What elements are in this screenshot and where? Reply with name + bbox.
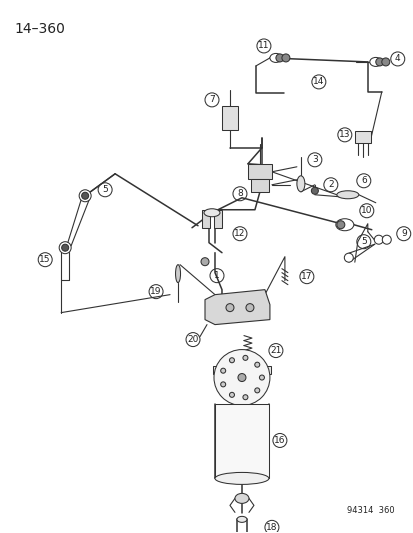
Circle shape xyxy=(59,241,71,254)
Circle shape xyxy=(229,392,234,397)
Text: 9: 9 xyxy=(400,229,406,238)
Text: 2: 2 xyxy=(327,180,333,189)
Ellipse shape xyxy=(335,219,353,231)
Circle shape xyxy=(79,190,91,202)
Circle shape xyxy=(225,304,233,312)
Circle shape xyxy=(259,375,264,380)
Circle shape xyxy=(254,388,259,393)
Bar xyxy=(212,366,270,374)
Ellipse shape xyxy=(175,265,180,282)
Circle shape xyxy=(81,192,88,199)
Text: 19: 19 xyxy=(150,287,161,296)
Text: 94314  360: 94314 360 xyxy=(347,506,394,515)
Text: 16: 16 xyxy=(273,436,285,445)
Circle shape xyxy=(281,54,289,62)
Circle shape xyxy=(220,368,225,373)
Text: 12: 12 xyxy=(234,229,245,238)
Circle shape xyxy=(214,350,269,406)
Circle shape xyxy=(242,356,247,360)
Text: 21: 21 xyxy=(270,346,281,355)
Bar xyxy=(354,131,370,143)
Circle shape xyxy=(229,358,234,363)
Text: 20: 20 xyxy=(187,335,198,344)
Circle shape xyxy=(254,362,259,367)
Ellipse shape xyxy=(336,191,358,199)
Bar xyxy=(247,164,271,179)
Text: 18: 18 xyxy=(266,523,277,532)
Circle shape xyxy=(311,187,318,194)
Ellipse shape xyxy=(214,472,268,484)
Circle shape xyxy=(245,304,253,312)
Bar xyxy=(221,106,237,130)
Polygon shape xyxy=(204,289,269,325)
Circle shape xyxy=(275,54,283,62)
Circle shape xyxy=(373,235,382,244)
Text: 14: 14 xyxy=(312,77,324,86)
Text: 10: 10 xyxy=(360,206,372,215)
Text: 6: 6 xyxy=(360,176,366,185)
Bar xyxy=(214,210,221,228)
Bar xyxy=(214,403,268,479)
Text: 7: 7 xyxy=(209,95,214,104)
Text: 11: 11 xyxy=(258,42,269,51)
Ellipse shape xyxy=(204,209,219,217)
Circle shape xyxy=(381,58,389,66)
Circle shape xyxy=(344,253,352,262)
Text: 5: 5 xyxy=(360,237,366,246)
Text: 4: 4 xyxy=(394,54,400,63)
Ellipse shape xyxy=(296,176,304,192)
Circle shape xyxy=(62,244,69,251)
Bar xyxy=(202,210,209,228)
Circle shape xyxy=(242,395,247,400)
Text: 1: 1 xyxy=(214,271,219,280)
Bar xyxy=(250,179,268,192)
Text: 3: 3 xyxy=(311,155,317,164)
Ellipse shape xyxy=(235,494,248,503)
Text: 14–360: 14–360 xyxy=(14,22,65,36)
Circle shape xyxy=(201,257,209,265)
Circle shape xyxy=(336,221,344,229)
Text: 8: 8 xyxy=(237,189,242,198)
Ellipse shape xyxy=(369,58,381,67)
Ellipse shape xyxy=(269,53,281,62)
Text: 13: 13 xyxy=(338,131,350,139)
Circle shape xyxy=(220,382,225,387)
Text: 17: 17 xyxy=(300,272,312,281)
Circle shape xyxy=(381,235,390,244)
Circle shape xyxy=(237,374,245,382)
Text: 5: 5 xyxy=(102,185,108,194)
Circle shape xyxy=(375,58,383,66)
Ellipse shape xyxy=(236,516,247,522)
Text: 15: 15 xyxy=(39,255,51,264)
